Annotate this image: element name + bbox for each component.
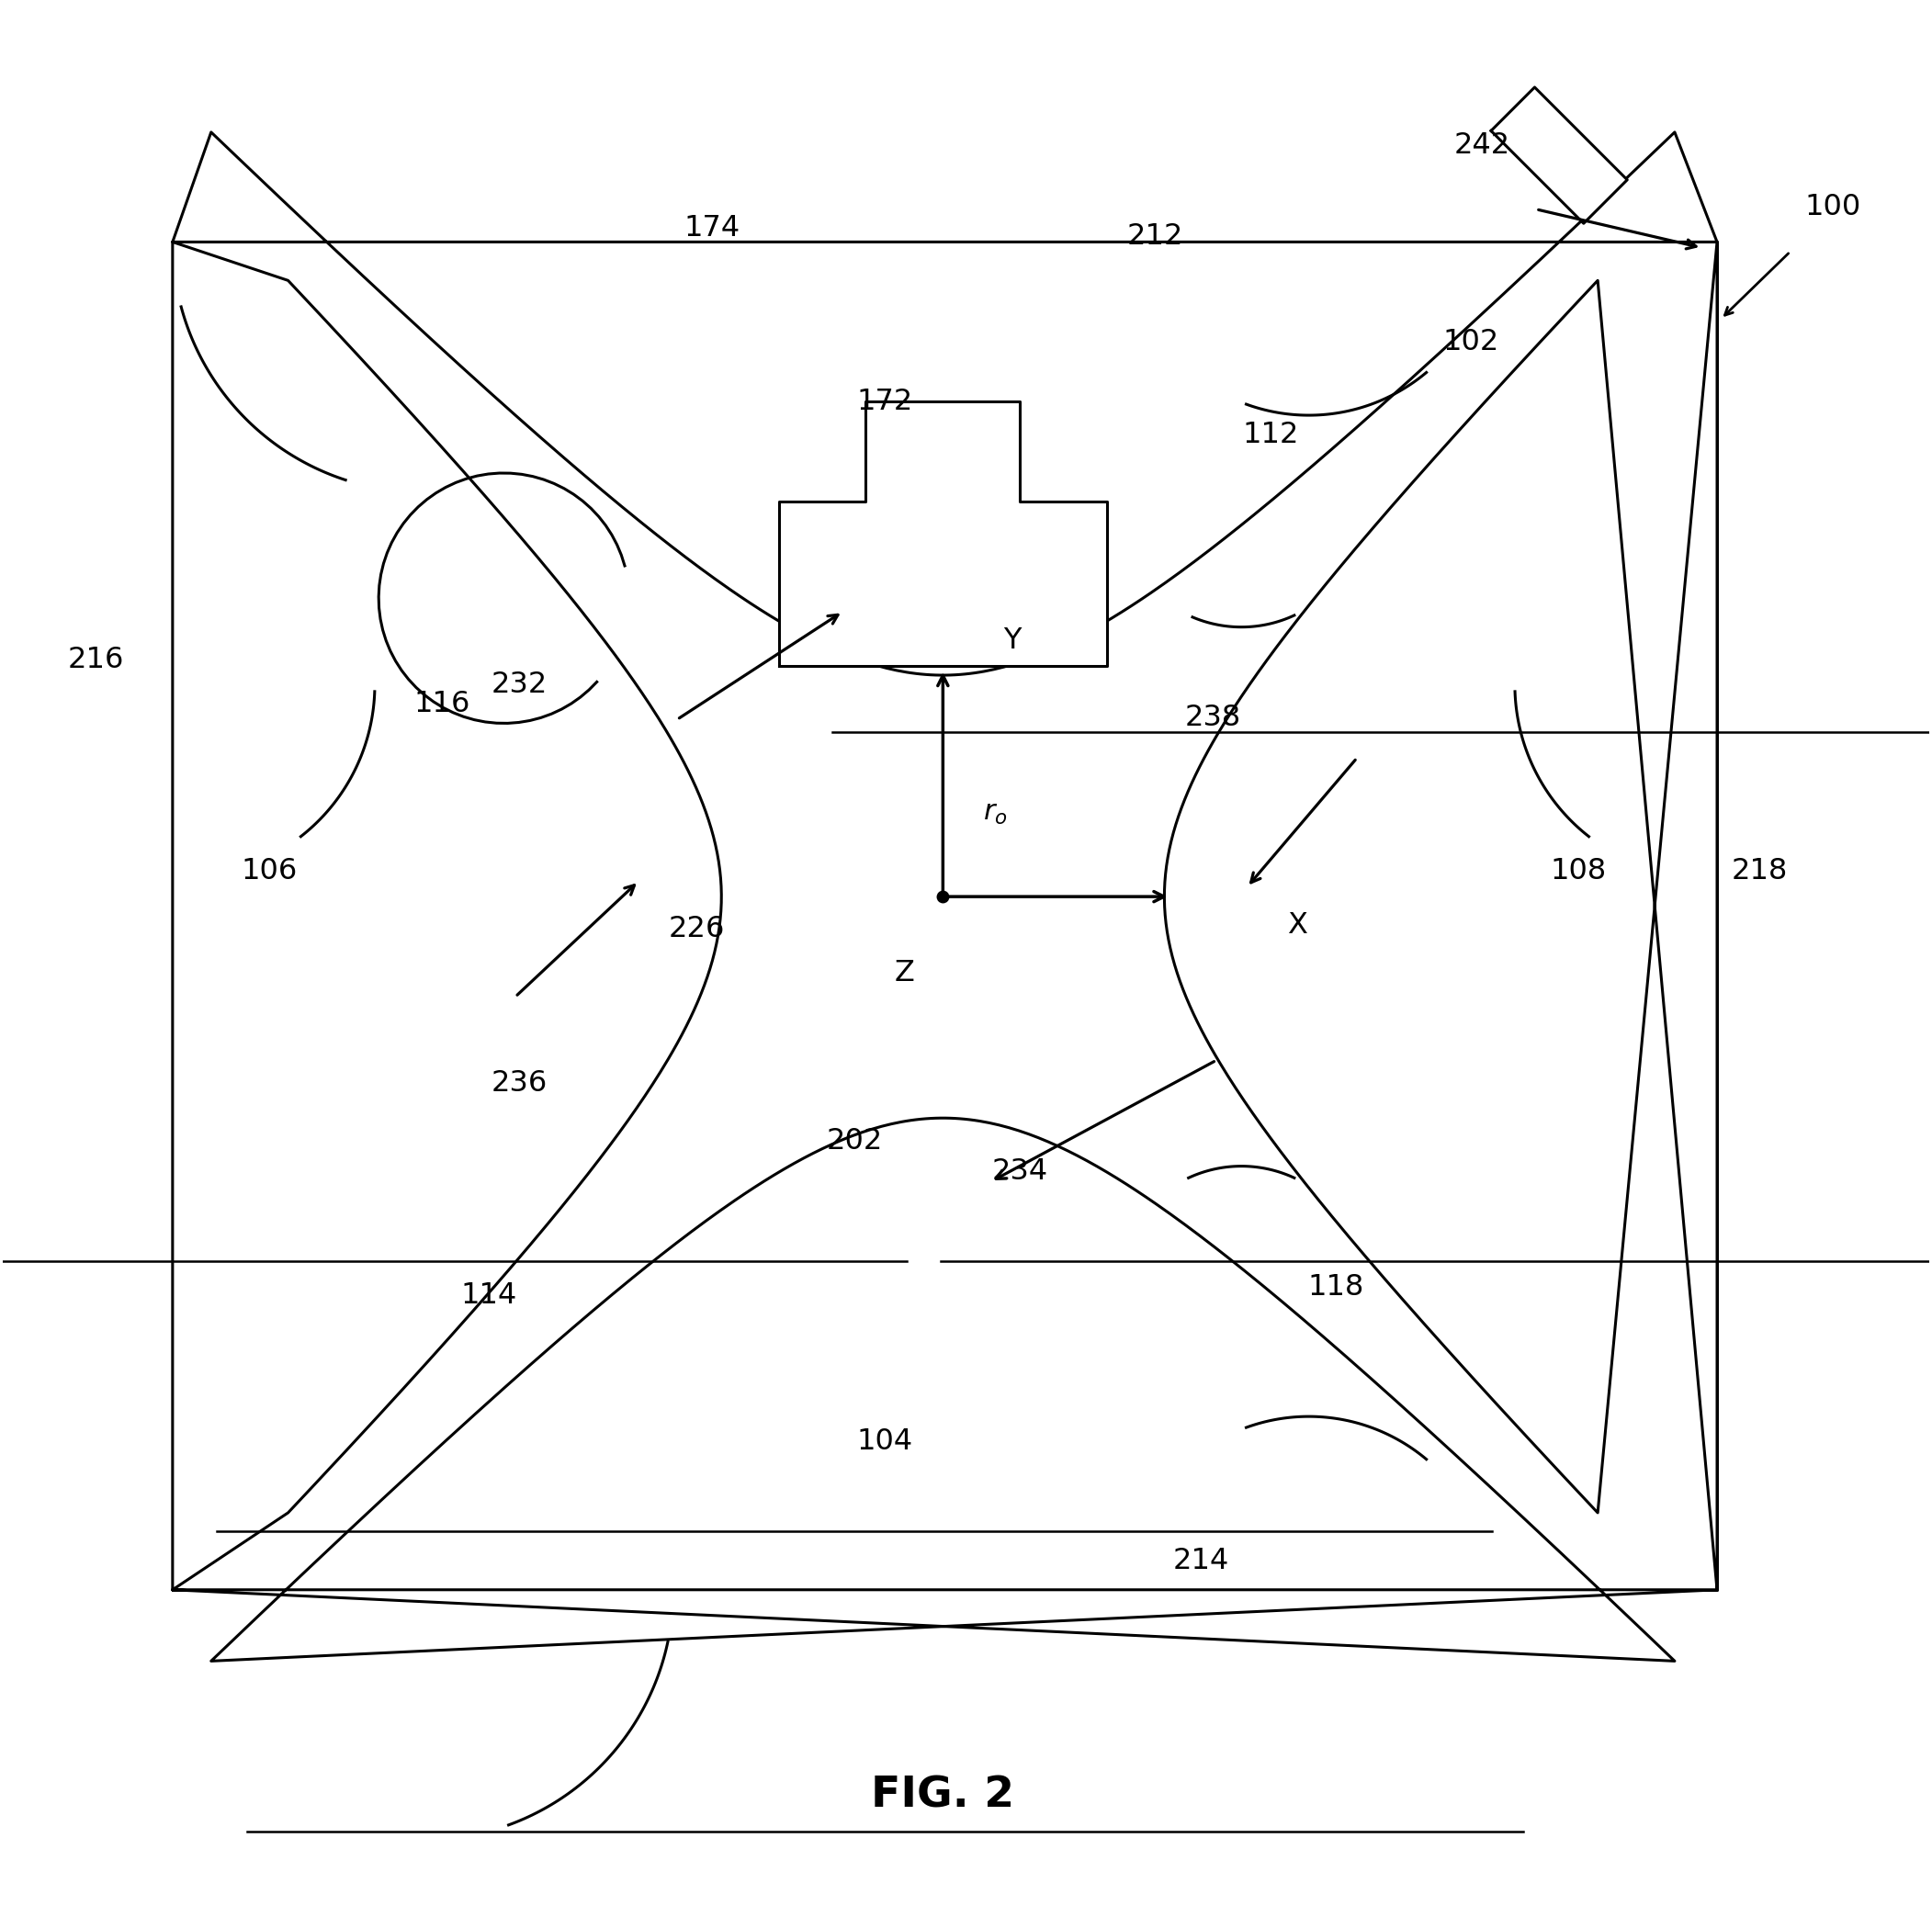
Text: 216: 216 [68, 646, 124, 675]
Text: 212: 212 [1126, 222, 1182, 251]
Text: $r_o$: $r_o$ [983, 800, 1007, 827]
Polygon shape [1492, 87, 1627, 224]
Text: 112: 112 [1242, 420, 1298, 449]
Text: X: X [1287, 912, 1308, 939]
Text: 102: 102 [1443, 328, 1499, 357]
Text: 106: 106 [242, 858, 298, 885]
Text: 104: 104 [858, 1427, 914, 1456]
Text: Y: Y [1003, 627, 1022, 656]
Polygon shape [172, 241, 721, 1591]
Polygon shape [1165, 241, 1718, 1591]
Text: 114: 114 [460, 1280, 516, 1309]
Text: Z: Z [895, 960, 914, 987]
Text: 232: 232 [491, 671, 547, 700]
Polygon shape [172, 1118, 1718, 1662]
Text: 234: 234 [991, 1157, 1047, 1186]
Polygon shape [172, 133, 1718, 675]
Text: FIG. 2: FIG. 2 [871, 1776, 1014, 1816]
Text: 238: 238 [1184, 704, 1240, 733]
Text: 226: 226 [668, 916, 724, 943]
Text: 174: 174 [684, 214, 740, 243]
Text: 242: 242 [1455, 131, 1511, 160]
Text: 100: 100 [1804, 193, 1861, 222]
Text: 202: 202 [827, 1126, 883, 1155]
Text: 118: 118 [1308, 1272, 1364, 1301]
Text: 236: 236 [491, 1070, 547, 1097]
Polygon shape [779, 401, 1107, 665]
Text: 172: 172 [858, 388, 914, 416]
Text: 108: 108 [1549, 858, 1607, 885]
Text: 116: 116 [413, 690, 469, 719]
Text: 214: 214 [1173, 1546, 1229, 1575]
Text: 218: 218 [1731, 858, 1787, 885]
